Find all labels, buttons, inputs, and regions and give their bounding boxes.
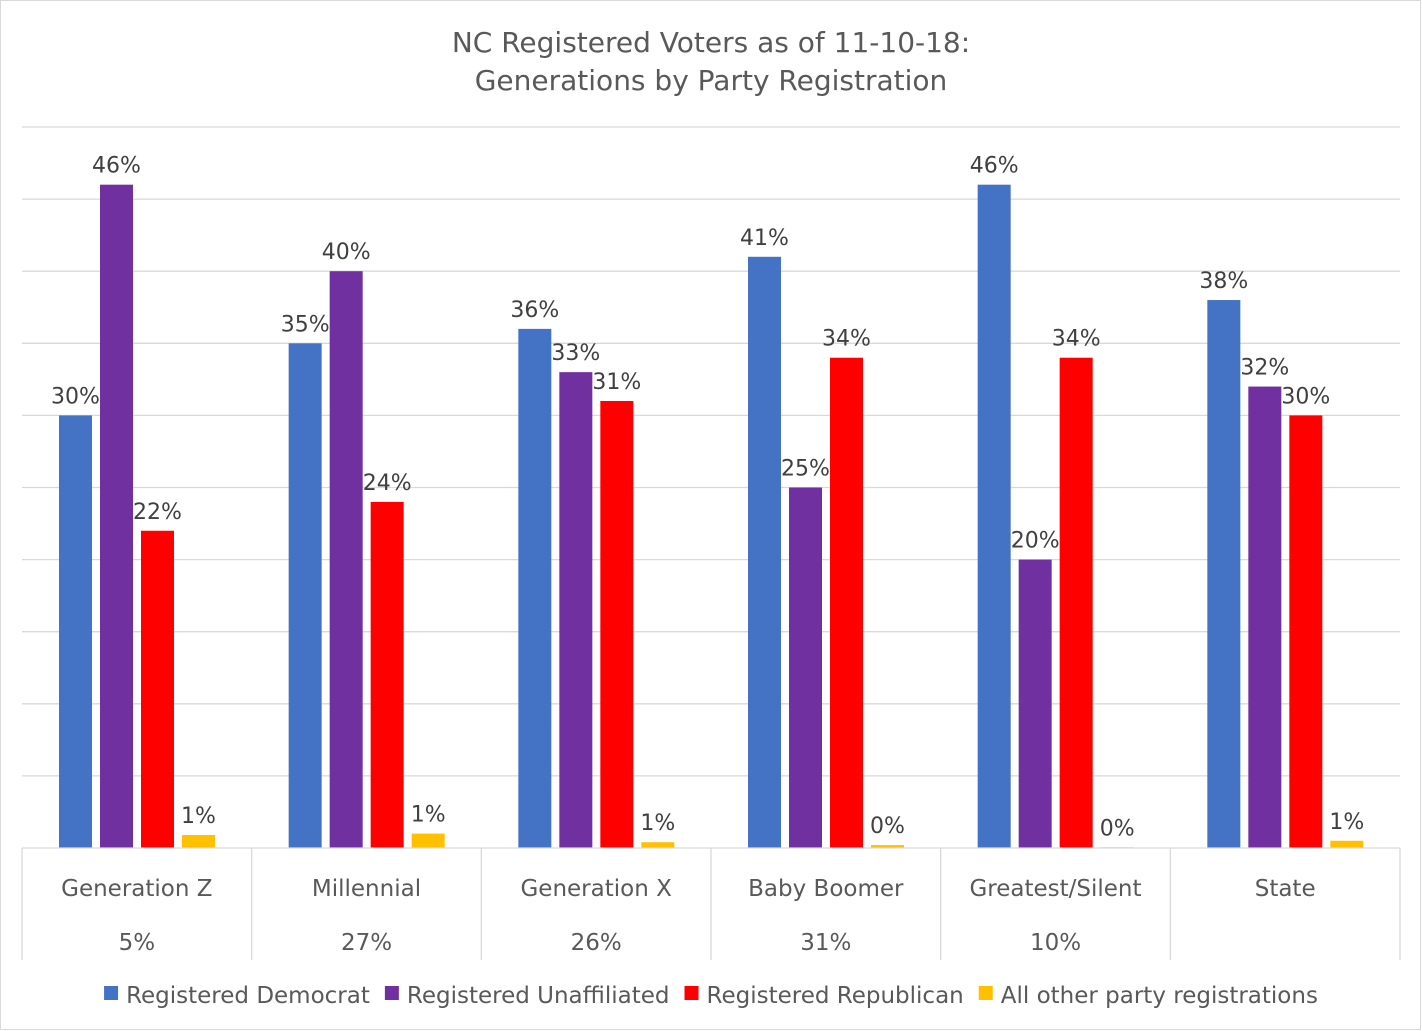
legend-label-registered-democrat: Registered Democrat [126, 983, 370, 1009]
data-label-registered-republican-generation-x: 31% [592, 370, 641, 395]
data-label-all-other-party-registrations-generation-x: 1% [640, 811, 675, 836]
category-label-baby-boomer: Baby Boomer [748, 876, 904, 902]
legend-item-all-other-party-registrations: All other party registrations [978, 983, 1318, 1009]
bar-registered-unaffiliated-generation-z [100, 184, 133, 848]
bar-registered-republican-generation-z [141, 530, 174, 848]
legend: Registered Democrat Registered Unaffiliat… [104, 983, 1318, 1009]
legend-label-registered-republican: Registered Republican [707, 983, 964, 1009]
data-label-registered-democrat-generation-x: 36% [510, 298, 559, 323]
category-share-generation-z: 5% [119, 930, 156, 956]
legend-label-all-other-party-registrations: All other party registrations [1001, 983, 1318, 1009]
bar-registered-unaffiliated-greatest-silent [1018, 559, 1052, 848]
data-label-registered-unaffiliated-state: 32% [1240, 356, 1289, 381]
data-label-registered-unaffiliated-greatest-silent: 20% [1011, 529, 1060, 554]
bar-registered-republican-greatest-silent [1059, 357, 1093, 848]
bar-registered-democrat-greatest-silent [977, 184, 1011, 848]
data-label-registered-republican-state: 30% [1281, 384, 1330, 409]
bar-all-other-party-registrations-state [1330, 840, 1364, 848]
data-label-registered-unaffiliated-generation-x: 33% [551, 341, 600, 366]
data-label-registered-republican-baby-boomer: 34% [822, 327, 871, 352]
data-label-registered-democrat-millennial: 35% [281, 312, 330, 337]
category-label-greatest-silent: Greatest/Silent [969, 876, 1141, 902]
data-label-registered-unaffiliated-millennial: 40% [322, 240, 371, 265]
data-label-all-other-party-registrations-state: 1% [1329, 810, 1364, 835]
bars [59, 184, 1364, 848]
legend-item-registered-republican: Registered Republican [684, 983, 964, 1009]
data-label-all-other-party-registrations-baby-boomer: 0% [870, 814, 905, 839]
data-label-all-other-party-registrations-greatest-silent: 0% [1100, 816, 1135, 841]
category-label-generation-z: Generation Z [61, 876, 212, 902]
bar-all-other-party-registrations-millennial [411, 833, 445, 848]
data-label-registered-democrat-state: 38% [1199, 269, 1248, 294]
legend-swatch-all-other-party-registrations [978, 986, 993, 1000]
bar-registered-unaffiliated-state [1248, 386, 1282, 848]
legend-swatch-registered-democrat [104, 986, 119, 1000]
bar-registered-unaffiliated-generation-x [559, 372, 593, 848]
category-share-baby-boomer: 31% [800, 930, 851, 956]
chart-title: NC Registered Voters as of 11-10-18: [452, 26, 970, 59]
bar-registered-democrat-generation-z [59, 415, 92, 848]
bar-all-other-party-registrations-baby-boomer [871, 845, 904, 848]
legend-item-registered-democrat: Registered Democrat [104, 983, 370, 1009]
data-label-registered-democrat-generation-z: 30% [51, 384, 100, 409]
bar-registered-democrat-millennial [288, 343, 322, 848]
data-label-registered-republican-generation-z: 22% [133, 500, 182, 525]
bar-registered-unaffiliated-baby-boomer [789, 487, 822, 848]
bar-registered-democrat-state [1207, 300, 1241, 848]
category-label-generation-x: Generation X [520, 876, 672, 902]
category-share-millennial: 27% [341, 930, 392, 956]
data-label-registered-unaffiliated-generation-z: 46% [92, 154, 141, 179]
bar-registered-democrat-baby-boomer [748, 256, 781, 848]
category-share-generation-x: 26% [571, 930, 622, 956]
data-labels: 30% 46% 22% 1% 35% 40% 24% 1% 36% 33% 31% 1% 41% 25% 3… [51, 154, 1364, 842]
bar-registered-republican-state [1289, 415, 1323, 848]
data-label-registered-unaffiliated-baby-boomer: 25% [781, 457, 830, 482]
legend-swatch-registered-republican [684, 986, 699, 1000]
data-label-registered-republican-greatest-silent: 34% [1052, 327, 1101, 352]
category-label-millennial: Millennial [312, 876, 421, 902]
category-share-greatest-silent: 10% [1030, 930, 1081, 956]
data-label-all-other-party-registrations-millennial: 1% [411, 803, 446, 828]
bar-registered-republican-generation-x [600, 400, 634, 848]
legend-item-registered-unaffiliated: Registered Unaffiliated [384, 983, 670, 1009]
chart-subtitle: Generations by Party Registration [475, 64, 948, 97]
bar-registered-republican-millennial [370, 501, 404, 848]
bar-all-other-party-registrations-generation-z [182, 835, 215, 848]
data-label-registered-democrat-greatest-silent: 46% [970, 154, 1019, 179]
data-label-registered-democrat-baby-boomer: 41% [740, 226, 789, 251]
bar-registered-unaffiliated-millennial [329, 271, 363, 848]
bar-all-other-party-registrations-generation-x [641, 842, 675, 848]
bar-registered-democrat-generation-x [518, 328, 552, 848]
category-axis: Generation Z 5% Millennial 27% Generation X 2… [21, 847, 1401, 960]
data-label-all-other-party-registrations-generation-z: 1% [181, 804, 216, 829]
legend-swatch-registered-unaffiliated [384, 986, 399, 1000]
bar-registered-republican-baby-boomer [830, 357, 863, 848]
data-label-registered-republican-millennial: 24% [363, 471, 412, 496]
gridlines [22, 126, 1400, 777]
legend-label-registered-unaffiliated: Registered Unaffiliated [407, 983, 670, 1009]
category-label-state: State [1255, 876, 1316, 902]
